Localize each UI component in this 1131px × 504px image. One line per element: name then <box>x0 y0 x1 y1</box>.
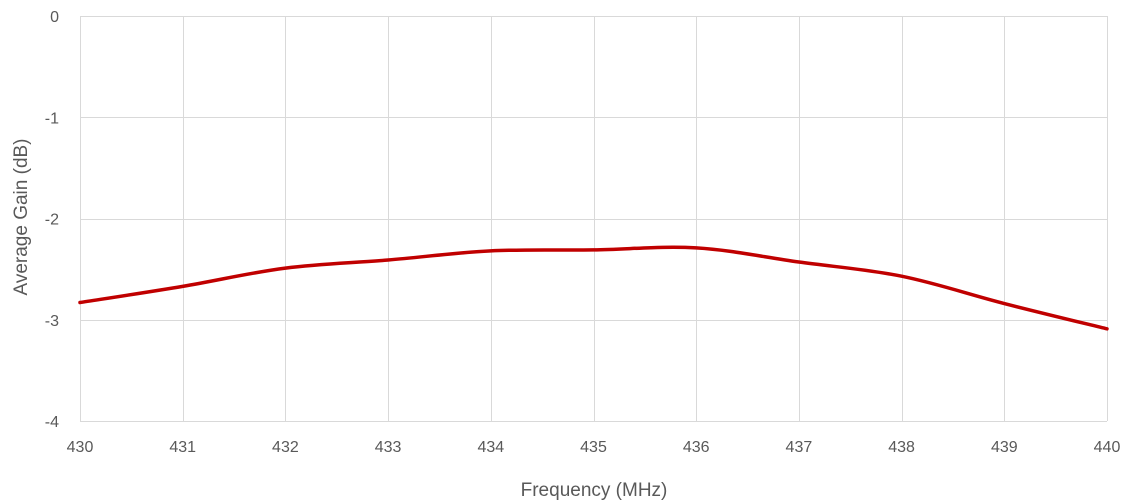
x-tick-label: 432 <box>272 439 299 456</box>
y-tick-label: -1 <box>45 110 59 127</box>
x-tick-label: 437 <box>786 439 813 456</box>
x-tick-label: 433 <box>375 439 402 456</box>
x-tick-label: 440 <box>1094 439 1121 456</box>
x-axis-tick-labels: 430 431 432 433 434 435 436 437 438 439 440 <box>67 439 1121 456</box>
x-tick-label: 434 <box>477 439 504 456</box>
y-tick-label: -2 <box>45 212 59 229</box>
x-tick-label: 435 <box>580 439 607 456</box>
vertical-gridlines <box>80 16 1108 421</box>
x-tick-label: 431 <box>169 439 196 456</box>
x-tick-label: 439 <box>991 439 1018 456</box>
horizontal-gridlines <box>80 16 1107 422</box>
y-tick-label: 0 <box>50 9 59 26</box>
x-tick-label: 430 <box>67 439 94 456</box>
y-tick-label: -4 <box>45 414 59 431</box>
x-tick-label: 438 <box>888 439 915 456</box>
series-layer <box>78 245 1109 331</box>
gain-series-line <box>78 245 1109 331</box>
y-tick-label: -3 <box>45 313 59 330</box>
x-axis-title: Frequency (MHz) <box>521 480 668 501</box>
y-axis-title: Average Gain (dB) <box>11 138 32 295</box>
y-axis-tick-labels: 0 -1 -2 -3 -4 <box>45 9 59 431</box>
x-tick-label: 436 <box>683 439 710 456</box>
